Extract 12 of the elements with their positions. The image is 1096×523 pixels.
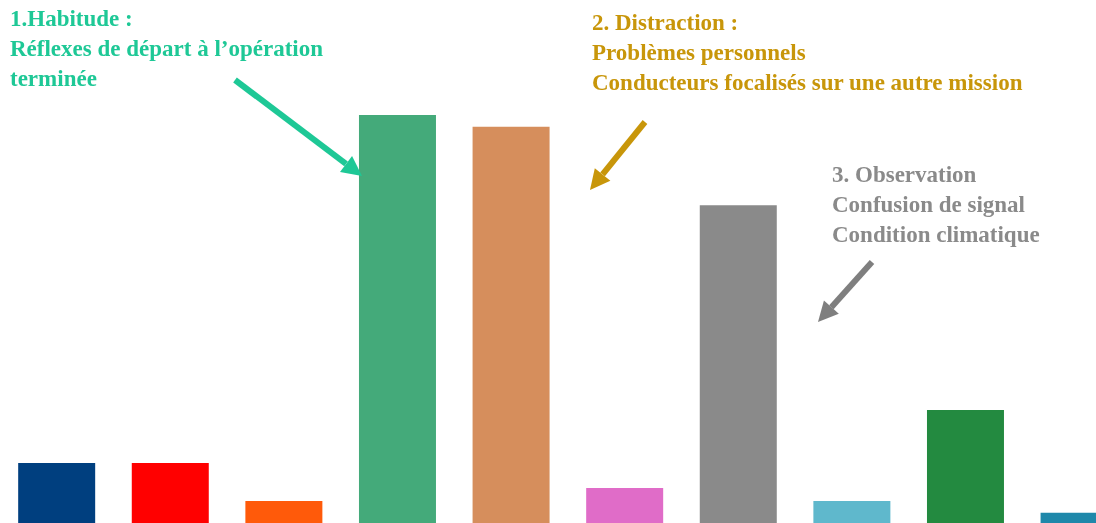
bar [813, 500, 891, 523]
bar [472, 126, 550, 523]
bar [358, 115, 436, 523]
bar [926, 409, 1004, 523]
bar [131, 463, 209, 523]
bar [699, 205, 777, 523]
bar [18, 463, 96, 523]
bar [586, 487, 664, 523]
annotation: 3. Observation Confusion de signal Condition climatique [832, 161, 1040, 249]
text: 1.Habitude : Réflexes de départ à l’opération terminée [10, 5, 323, 93]
text: 2. Distraction : Problèmes personnels Conducteurs focalisés sur une autre mission [592, 9, 1023, 97]
bar [245, 500, 323, 523]
